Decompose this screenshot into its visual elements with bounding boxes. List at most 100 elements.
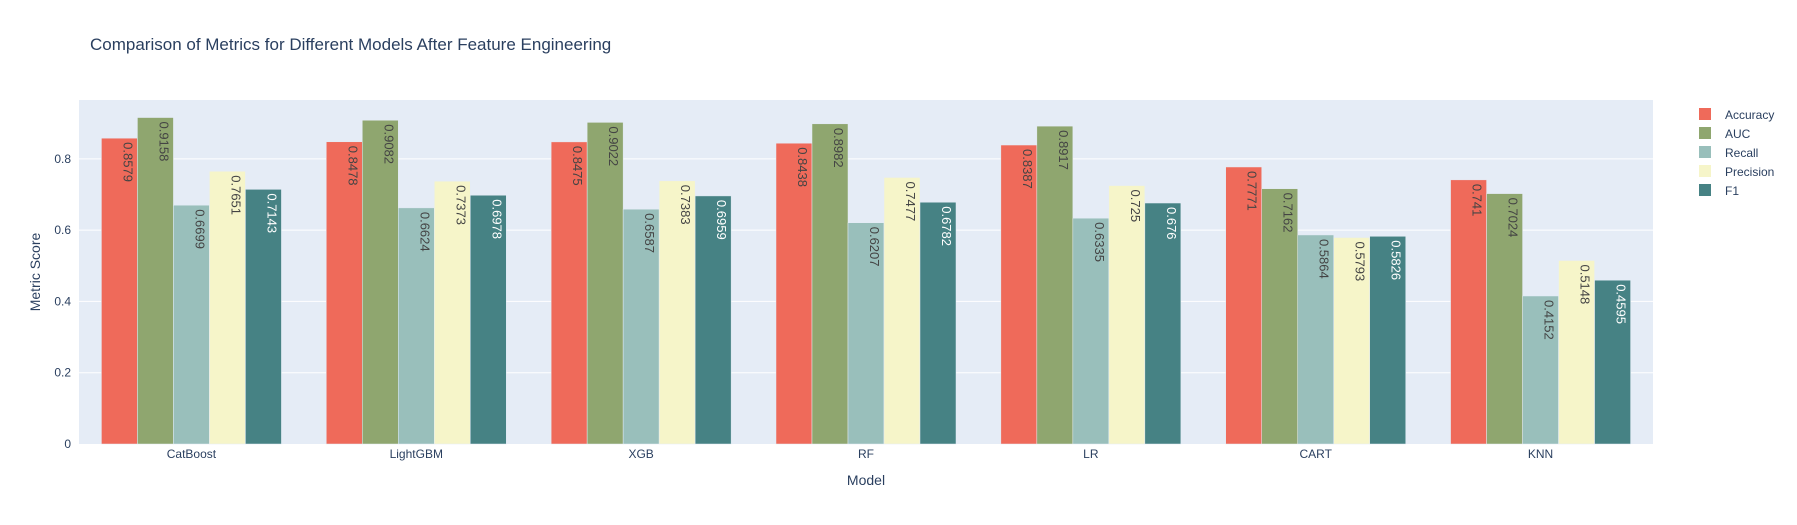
bar-accuracy xyxy=(1450,179,1487,445)
bar-precision xyxy=(883,177,921,445)
x-tick-label: RF xyxy=(858,447,874,461)
x-axis-ticks: CatBoost LightGBM XGB RF LR CART KNN xyxy=(167,447,1553,461)
x-tick-label: KNN xyxy=(1528,447,1553,461)
x-tick-label: CART xyxy=(1299,447,1332,461)
bar-f1 xyxy=(1594,279,1631,445)
legend-swatch-precision xyxy=(1699,165,1711,177)
bar-value-label: 0.8387 xyxy=(1020,149,1035,189)
bar-recall xyxy=(1072,217,1110,445)
bar-accuracy xyxy=(326,141,363,445)
bar-value-label: 0.7024 xyxy=(1506,198,1521,238)
legend: Accuracy AUC Recall Precision F1 xyxy=(1699,108,1774,198)
bar-value-label: 0.6782 xyxy=(939,206,954,246)
bar-value-label: 0.8982 xyxy=(831,128,846,168)
legend-label-precision: Precision xyxy=(1725,165,1774,179)
bar-precision xyxy=(1333,237,1370,445)
bars xyxy=(101,117,1631,445)
bar-precision xyxy=(1558,260,1595,445)
x-tick-label: LR xyxy=(1083,447,1099,461)
bar-value-label: 0.5793 xyxy=(1353,241,1368,281)
bar-precision xyxy=(1108,185,1146,445)
bar-recall xyxy=(847,222,885,445)
bar-accuracy xyxy=(550,141,588,445)
y-tick-label: 0.2 xyxy=(54,366,71,380)
bar-value-label: 0.7162 xyxy=(1281,193,1296,233)
x-tick-label: CatBoost xyxy=(167,447,217,461)
bar-value-label: 0.741 xyxy=(1470,184,1485,217)
bar-recall xyxy=(1297,234,1334,445)
legend-label-auc: AUC xyxy=(1725,127,1751,141)
bar-value-label: 0.8475 xyxy=(570,146,585,186)
bar-value-label: 0.8438 xyxy=(795,147,810,187)
x-tick-label: LightGBM xyxy=(390,447,443,461)
bar-value-label: 0.9022 xyxy=(606,126,621,166)
bar-auc xyxy=(586,122,624,445)
bar-value-label: 0.4595 xyxy=(1614,284,1629,324)
bar-value-label: 0.8478 xyxy=(345,146,360,186)
bar-recall xyxy=(1522,295,1559,445)
bar-precision xyxy=(658,180,696,445)
bar-value-label: 0.7373 xyxy=(453,185,468,225)
bar-value-label: 0.8579 xyxy=(120,142,135,182)
bar-value-label: 0.6207 xyxy=(867,227,882,267)
bar-value-label: 0.5864 xyxy=(1317,239,1332,279)
legend-swatch-recall xyxy=(1699,146,1711,158)
bar-value-label: 0.5826 xyxy=(1389,240,1404,280)
y-tick-label: 0.6 xyxy=(54,223,71,237)
bar-f1 xyxy=(694,195,732,445)
bar-value-label: 0.725 xyxy=(1128,190,1143,223)
bar-value-label: 0.676 xyxy=(1164,207,1179,240)
bar-accuracy xyxy=(775,142,813,445)
bar-accuracy xyxy=(1000,144,1038,445)
bar-f1 xyxy=(919,201,957,445)
bar-value-label: 0.9158 xyxy=(156,122,171,162)
legend-label-recall: Recall xyxy=(1725,146,1758,160)
y-axis-ticks: 0 0.2 0.4 0.6 0.8 xyxy=(54,152,71,451)
y-tick-label: 0 xyxy=(64,437,71,451)
y-tick-label: 0.8 xyxy=(54,152,71,166)
bar-value-label: 0.7771 xyxy=(1245,171,1260,211)
chart-title: Comparison of Metrics for Different Mode… xyxy=(90,35,611,54)
x-tick-label: XGB xyxy=(628,447,653,461)
bar-recall xyxy=(398,207,435,445)
bar-precision xyxy=(209,171,246,445)
bar-f1 xyxy=(1144,202,1182,445)
bar-auc xyxy=(1036,125,1074,445)
bar-precision xyxy=(434,180,471,445)
bar-auc xyxy=(137,117,174,445)
bar-value-label: 0.6587 xyxy=(642,213,657,253)
bar-value-label: 0.6978 xyxy=(489,199,504,239)
y-tick-label: 0.4 xyxy=(54,294,71,308)
bar-value-label: 0.7383 xyxy=(678,185,693,225)
bar-accuracy xyxy=(1225,166,1262,445)
bar-value-label: 0.6959 xyxy=(714,200,729,240)
bar-f1 xyxy=(1369,236,1406,445)
bar-recall xyxy=(173,204,210,445)
bar-auc xyxy=(811,123,849,445)
y-axis-title: Metric Score xyxy=(27,233,43,312)
bar-value-label: 0.9082 xyxy=(381,124,396,164)
bar-f1 xyxy=(470,195,507,445)
legend-swatch-f1 xyxy=(1699,184,1711,196)
legend-label-accuracy: Accuracy xyxy=(1725,108,1774,122)
bar-value-label: 0.5148 xyxy=(1578,264,1593,304)
bar-f1 xyxy=(245,189,282,445)
legend-label-f1: F1 xyxy=(1725,184,1739,198)
legend-swatch-accuracy xyxy=(1699,108,1711,120)
bar-value-label: 0.7143 xyxy=(264,193,279,233)
bar-value-label: 0.6699 xyxy=(192,209,207,249)
bar-value-label: 0.7651 xyxy=(228,175,243,215)
bar-auc xyxy=(362,119,399,445)
x-axis-title: Model xyxy=(847,472,885,488)
bar-recall xyxy=(622,208,660,445)
bar-value-label: 0.6335 xyxy=(1092,222,1107,262)
bar-accuracy xyxy=(101,137,138,445)
bar-value-label: 0.8917 xyxy=(1056,130,1071,170)
legend-swatch-auc xyxy=(1699,127,1711,139)
bar-auc xyxy=(1486,193,1523,445)
bar-labels: 0.8579 0.9158 0.6699 0.7651 0.7143 0.8478 0.90… xyxy=(120,122,1628,340)
bar-value-label: 0.4152 xyxy=(1542,300,1557,340)
bar-value-label: 0.7477 xyxy=(903,181,918,221)
